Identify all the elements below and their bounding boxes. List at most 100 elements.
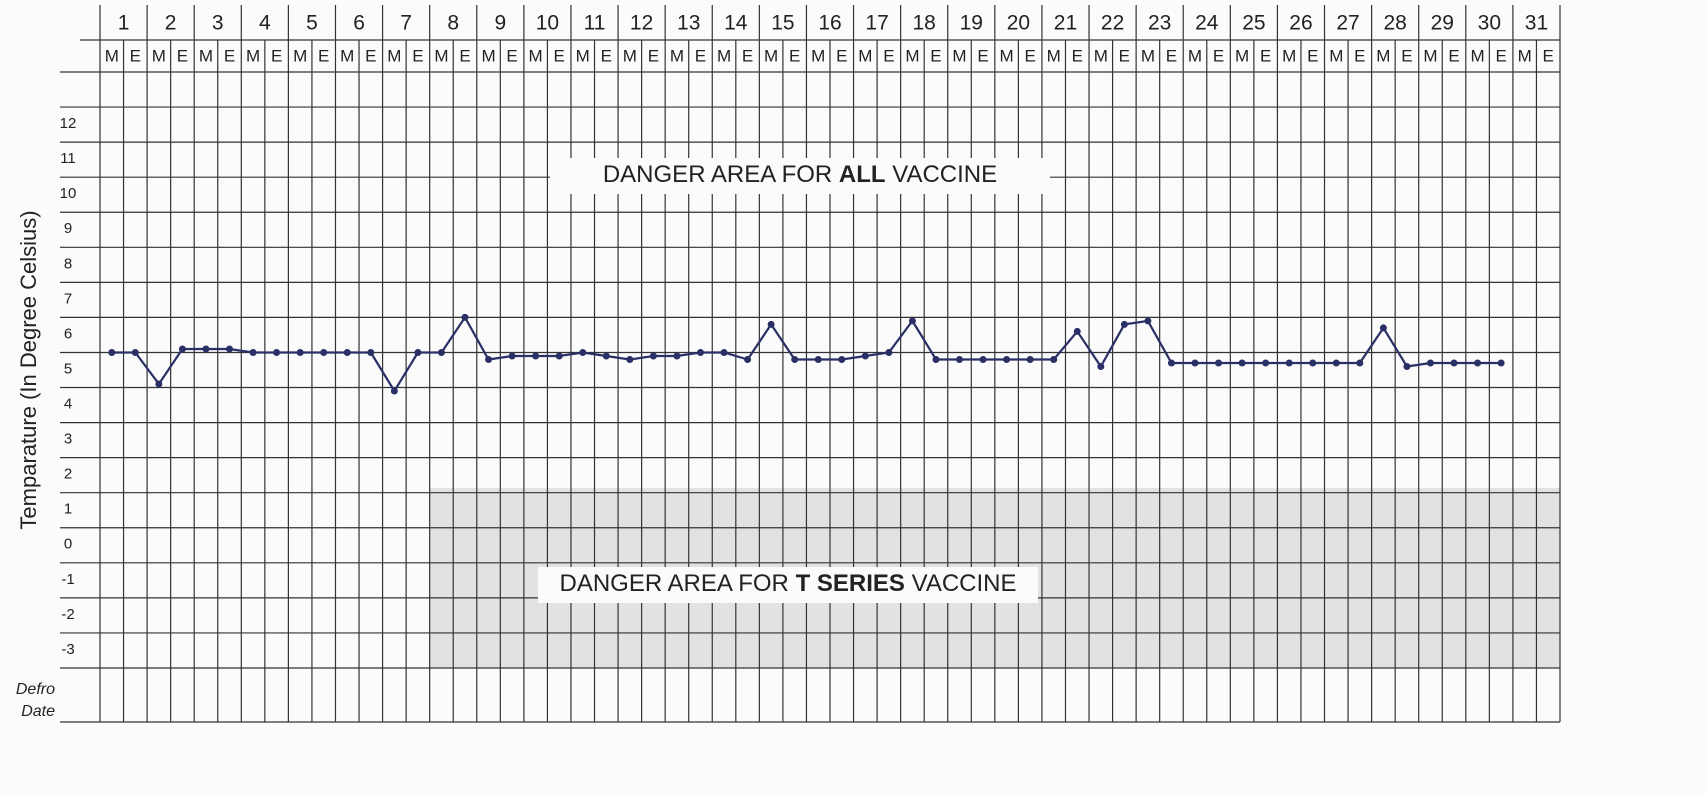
slot-label: E	[601, 46, 612, 65]
day-label: 22	[1101, 12, 1124, 35]
data-point	[932, 355, 940, 363]
data-point	[1003, 355, 1011, 363]
y-tick-label: 9	[64, 220, 72, 237]
slot-label: E	[412, 46, 423, 65]
slot-label: M	[576, 46, 590, 65]
y-tick-label: -3	[61, 641, 74, 658]
day-label: 30	[1478, 12, 1501, 35]
slot-label: M	[529, 46, 543, 65]
data-point	[1215, 359, 1223, 367]
y-tick-label: 3	[64, 431, 72, 448]
data-point	[1144, 317, 1152, 325]
data-point	[1120, 320, 1128, 328]
slot-label: E	[1024, 46, 1035, 65]
slot-label: M	[1423, 46, 1437, 65]
data-point	[1097, 362, 1105, 370]
day-label: 4	[259, 12, 271, 35]
day-label: 23	[1148, 12, 1171, 35]
data-point	[1450, 359, 1458, 367]
slot-label: E	[742, 46, 753, 65]
day-label: 6	[353, 12, 365, 35]
slot-label: M	[764, 46, 778, 65]
data-point	[791, 355, 799, 363]
data-point	[1050, 355, 1058, 363]
data-point	[649, 352, 657, 360]
slot-label: M	[1282, 46, 1296, 65]
data-point	[414, 348, 422, 356]
y-tick-label: 5	[64, 360, 72, 377]
data-point	[908, 317, 916, 325]
slot-label: M	[905, 46, 919, 65]
day-label: 3	[212, 12, 224, 35]
day-label: 2	[165, 12, 177, 35]
slot-label: E	[1119, 46, 1130, 65]
data-point	[602, 352, 610, 360]
slot-label: E	[1072, 46, 1083, 65]
data-point	[814, 355, 822, 363]
slot-label: E	[506, 46, 517, 65]
slot-label: M	[717, 46, 731, 65]
slot-label: M	[1235, 46, 1249, 65]
annotation-part: ALL	[839, 161, 886, 188]
data-point	[390, 387, 398, 395]
slot-label: M	[1329, 46, 1343, 65]
day-label: 5	[306, 12, 318, 35]
data-point	[579, 348, 587, 356]
annotation-part: VACCINE	[886, 161, 998, 188]
data-point	[437, 348, 445, 356]
slot-label: M	[670, 46, 684, 65]
slot-label: E	[695, 46, 706, 65]
data-point	[367, 348, 375, 356]
data-point	[508, 352, 516, 360]
data-point	[1026, 355, 1034, 363]
slot-label: E	[1260, 46, 1271, 65]
slot-label: M	[1141, 46, 1155, 65]
slot-label: M	[199, 46, 213, 65]
slot-label: E	[130, 46, 141, 65]
slot-label: E	[930, 46, 941, 65]
day-label: 13	[677, 12, 700, 35]
data-point	[1497, 359, 1505, 367]
slot-label: M	[1000, 46, 1014, 65]
data-point	[296, 348, 304, 356]
annotation-box	[538, 567, 1038, 603]
data-point	[1379, 324, 1387, 332]
day-label: 14	[724, 12, 748, 35]
day-label: 20	[1007, 12, 1030, 35]
day-label: 7	[400, 12, 412, 35]
footer-label: Defro	[16, 681, 55, 698]
day-label: 28	[1383, 12, 1406, 35]
data-point	[131, 348, 139, 356]
day-label: 27	[1336, 12, 1359, 35]
data-point	[1403, 362, 1411, 370]
day-label: 8	[447, 12, 459, 35]
slot-label: E	[789, 46, 800, 65]
slot-label: M	[340, 46, 354, 65]
data-point	[1238, 359, 1246, 367]
y-tick-label: 4	[64, 395, 72, 412]
slot-label: M	[858, 46, 872, 65]
data-point	[838, 355, 846, 363]
day-label: 29	[1431, 12, 1454, 35]
data-point	[1474, 359, 1482, 367]
slot-label: M	[481, 46, 495, 65]
data-point	[956, 355, 964, 363]
slot-label: E	[1448, 46, 1459, 65]
slot-label: M	[1518, 46, 1532, 65]
slot-label: E	[1495, 46, 1506, 65]
slot-label: E	[1166, 46, 1177, 65]
slot-label: E	[224, 46, 235, 65]
day-label: 21	[1054, 12, 1077, 35]
slot-label: E	[977, 46, 988, 65]
y-tick-label: 6	[64, 325, 72, 342]
data-point	[1356, 359, 1364, 367]
data-point	[273, 348, 281, 356]
data-point	[485, 355, 493, 363]
data-point	[343, 348, 351, 356]
annotation-part: DANGER AREA FOR	[603, 161, 839, 188]
annotation: DANGER AREA FOR T SERIES VACCINE	[560, 570, 1017, 597]
annotation-part: DANGER AREA FOR	[560, 570, 796, 597]
day-label: 9	[494, 12, 506, 35]
